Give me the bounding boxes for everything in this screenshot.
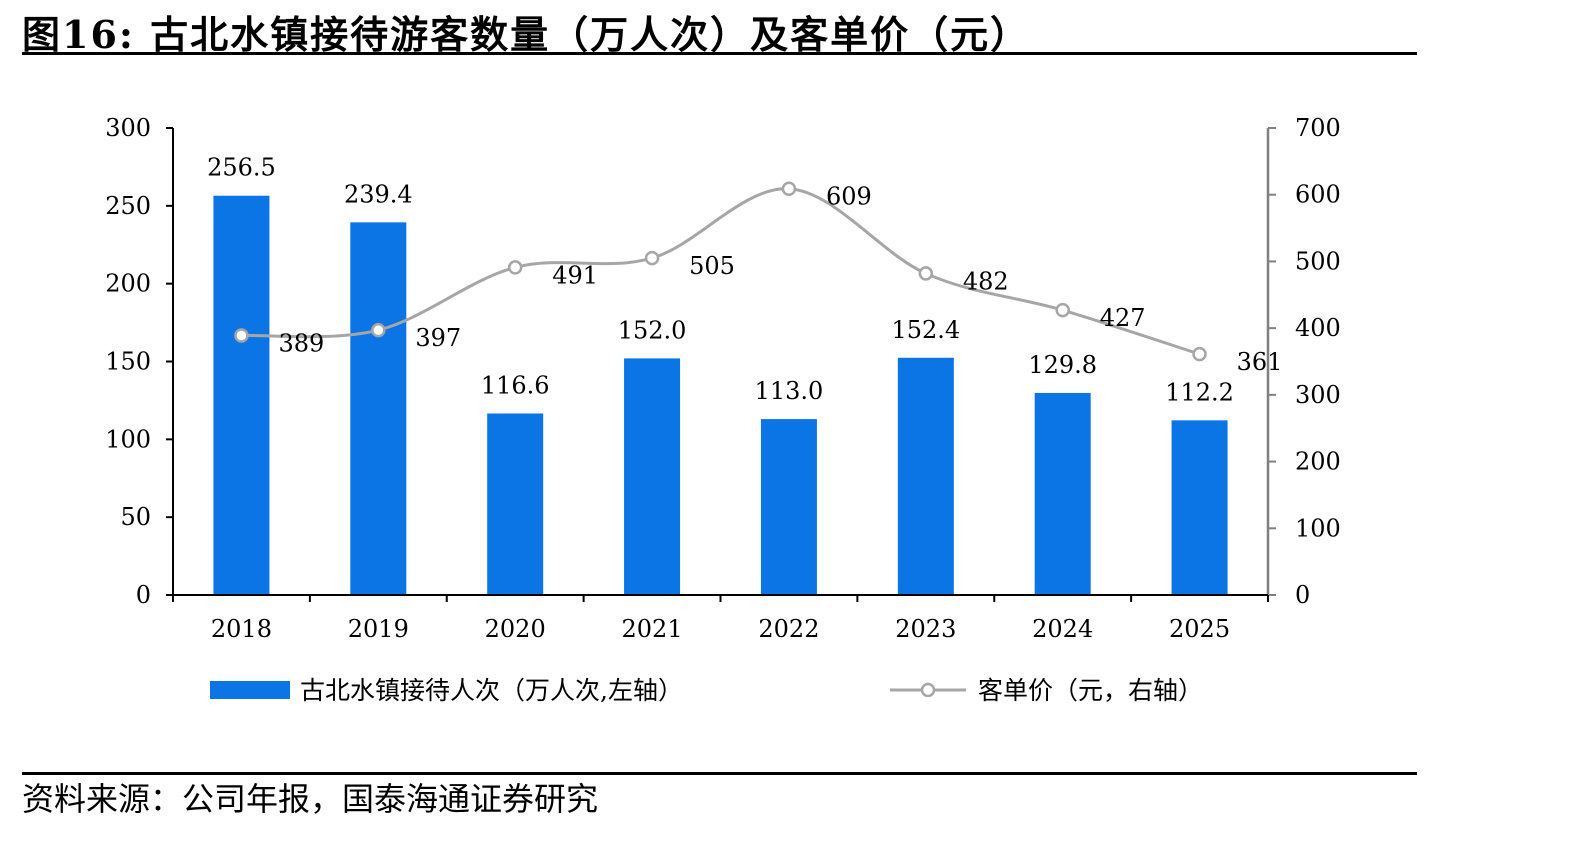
right-tick-label: 400 bbox=[1295, 314, 1341, 342]
right-tick-label: 700 bbox=[1295, 114, 1341, 142]
bar-2025 bbox=[1171, 420, 1228, 595]
x-tick-label-2022: 2022 bbox=[758, 615, 819, 643]
bar-2023 bbox=[897, 357, 954, 595]
left-tick-label: 100 bbox=[105, 425, 151, 453]
left-axis: 0 50 100 150 200 250 300 bbox=[105, 114, 174, 609]
bar-2022 bbox=[760, 419, 817, 595]
price-point-2020 bbox=[507, 260, 523, 275]
bar-label-2022: 113.0 bbox=[755, 377, 824, 405]
bar-2024 bbox=[1034, 392, 1091, 595]
source-rule bbox=[22, 772, 1417, 775]
bars: 256.5 239.4 116.6 152.0 113.0 152.4 129.8 112.2 bbox=[207, 154, 1234, 596]
legend: 古北水镇接待人次（万人次,左轴） 客单价（元，右轴） bbox=[210, 676, 1203, 705]
price-point-2018 bbox=[234, 328, 249, 343]
bar-label-2020: 116.6 bbox=[481, 371, 550, 399]
price-label-2019: 397 bbox=[415, 324, 461, 352]
price-label-2023: 482 bbox=[963, 267, 1009, 295]
legend-bar-swatch bbox=[210, 681, 290, 699]
bar-label-2025: 112.2 bbox=[1165, 378, 1234, 406]
right-axis: 0 100 200 300 400 500 600 700 bbox=[1266, 114, 1341, 609]
price-label-2018: 389 bbox=[278, 329, 324, 357]
price-point-2024 bbox=[1055, 302, 1070, 318]
legend-line-label: 客单价（元，右轴） bbox=[978, 676, 1203, 705]
price-label-2025: 361 bbox=[1237, 348, 1283, 376]
bar-label-2024: 129.8 bbox=[1028, 351, 1097, 379]
figure-title: 图16: 古北水镇接待游客数量（万人次）及客单价（元） bbox=[22, 12, 1031, 57]
left-tick-label: 0 bbox=[136, 581, 151, 609]
bar-2018 bbox=[213, 195, 270, 595]
price-point-2019 bbox=[371, 322, 386, 338]
right-tick-label: 0 bbox=[1295, 581, 1310, 609]
bar-label-2018: 256.5 bbox=[207, 154, 276, 182]
left-tick-label: 300 bbox=[105, 114, 151, 142]
price-point-2025 bbox=[1192, 346, 1207, 362]
bar-label-2019: 239.4 bbox=[344, 180, 413, 208]
price-label-2022: 609 bbox=[826, 183, 872, 211]
price-line-path bbox=[241, 187, 1201, 356]
left-tick-label: 250 bbox=[105, 192, 151, 220]
bar-2020 bbox=[487, 413, 544, 595]
source-note: 资料来源：公司年报，国泰海通证券研究 bbox=[22, 780, 599, 818]
x-tick-label-2024: 2024 bbox=[1032, 615, 1093, 643]
price-label-2020: 491 bbox=[552, 261, 598, 289]
x-tick-label-2021: 2021 bbox=[622, 615, 683, 643]
right-tick-label: 500 bbox=[1295, 247, 1341, 275]
price-label-2021: 505 bbox=[689, 252, 735, 280]
price-point-2021 bbox=[644, 250, 660, 266]
bar-2019 bbox=[350, 222, 407, 596]
x-tick-label-2025: 2025 bbox=[1169, 615, 1230, 643]
right-tick-label: 100 bbox=[1295, 514, 1341, 542]
right-tick-label: 200 bbox=[1295, 448, 1341, 476]
bar-2021 bbox=[624, 358, 681, 595]
bar-label-2023: 152.4 bbox=[891, 316, 960, 344]
x-tick-label-2018: 2018 bbox=[211, 615, 272, 643]
price-point-2023 bbox=[918, 266, 934, 281]
legend-bar-label: 古北水镇接待人次（万人次,左轴） bbox=[300, 676, 683, 705]
bar-label-2021: 152.0 bbox=[618, 316, 687, 344]
price-line: 389 397 491 505 609 482 427 361 bbox=[234, 181, 1283, 376]
left-tick-label: 150 bbox=[105, 348, 151, 376]
right-tick-label: 300 bbox=[1295, 381, 1341, 409]
x-tick-label-2019: 2019 bbox=[348, 615, 409, 643]
price-point-2022 bbox=[781, 181, 797, 196]
left-tick-label: 50 bbox=[120, 503, 151, 531]
legend-line-marker bbox=[920, 682, 936, 698]
x-tick-label-2023: 2023 bbox=[895, 615, 956, 643]
x-tick-label-2020: 2020 bbox=[485, 615, 546, 643]
right-tick-label: 600 bbox=[1295, 181, 1341, 209]
price-label-2024: 427 bbox=[1100, 304, 1146, 332]
title-rule bbox=[22, 52, 1417, 55]
left-tick-label: 200 bbox=[105, 270, 151, 298]
x-axis: 2018 2019 2020 2021 2022 2023 2024 2025 bbox=[172, 594, 1269, 643]
